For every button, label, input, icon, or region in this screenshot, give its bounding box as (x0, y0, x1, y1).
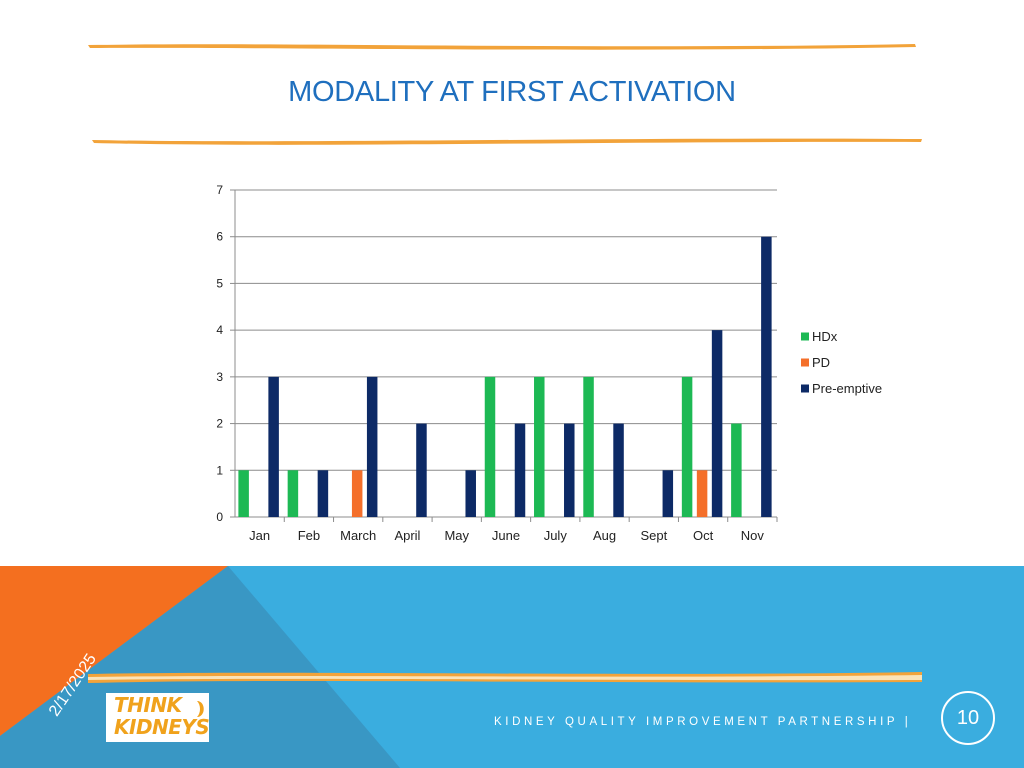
bar-pre-emptive (613, 423, 624, 517)
y-tick-label: 2 (216, 417, 223, 431)
x-tick-label: Feb (298, 528, 320, 543)
x-tick-label: March (340, 528, 376, 543)
x-tick-label: Aug (593, 528, 616, 543)
x-tick-label: Jan (249, 528, 270, 543)
y-tick-label: 1 (216, 463, 223, 477)
bar-hdx (731, 423, 742, 517)
bar-pre-emptive (662, 470, 674, 517)
legend-swatch (801, 384, 809, 393)
bar-pre-emptive (416, 423, 427, 517)
x-tick-label: Sept (640, 528, 667, 543)
bar-hdx (287, 470, 299, 517)
bar-hdx (583, 376, 594, 517)
footer-organization: KIDNEY QUALITY IMPROVEMENT PARTNERSHIP | (494, 716, 912, 728)
y-tick-label: 4 (216, 323, 223, 337)
x-tick-label: Nov (741, 528, 765, 543)
footer-background (0, 566, 1024, 768)
legend-label: PD (812, 355, 830, 370)
y-tick-label: 6 (216, 230, 223, 244)
x-tick-label: July (544, 528, 568, 543)
bar-chart: 0 1 2 3 4 5 6 7 Jan Feb March April May June July Aug Se… (216, 183, 882, 543)
bar-pre-emptive (711, 330, 723, 517)
y-tick-label: 7 (216, 183, 223, 197)
y-tick-label: 3 (216, 370, 223, 384)
bar-pd (351, 470, 363, 517)
bar-hdx (238, 470, 249, 517)
page-title: MODALITY AT FIRST ACTIVATION (288, 76, 736, 108)
bar-pre-emptive (514, 423, 526, 517)
legend-swatch (801, 358, 809, 367)
bar-hdx (534, 376, 545, 517)
legend-swatch (801, 332, 809, 341)
title-underline-stroke (92, 138, 922, 145)
bar-pre-emptive (465, 470, 476, 517)
bar-pre-emptive (268, 376, 279, 517)
y-tick-label: 5 (216, 276, 223, 290)
bar-hdx (484, 376, 496, 517)
legend-label: Pre-emptive (812, 381, 882, 396)
y-tick-label: 0 (216, 510, 223, 524)
bar-pre-emptive (317, 470, 329, 517)
logo-line-2: KIDNEYS (114, 715, 210, 739)
top-accent-stroke (88, 44, 916, 50)
bar-pre-emptive (564, 423, 575, 517)
x-tick-label: May (444, 528, 469, 543)
bar-pre-emptive (761, 236, 772, 517)
x-tick-label: Oct (693, 528, 714, 543)
bar-hdx (681, 376, 693, 517)
page-number: 10 (941, 691, 995, 745)
logo-line-1: THINK (114, 693, 182, 717)
x-tick-label: April (394, 528, 420, 543)
think-kidneys-logo: THINK KIDNEYS (106, 693, 210, 742)
x-tick-label: June (492, 528, 520, 543)
kidney-icon (197, 701, 204, 717)
bar-pd (696, 470, 708, 517)
legend-label: HDx (812, 329, 838, 344)
bar-pre-emptive (366, 376, 378, 517)
